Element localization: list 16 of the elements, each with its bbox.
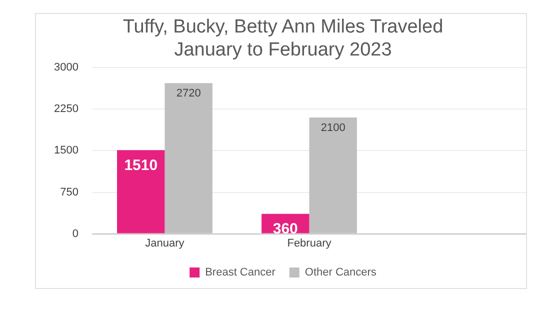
legend-label: Breast Cancer	[205, 266, 276, 279]
x-tick-label: February	[287, 237, 332, 250]
text: January to February 2023	[174, 39, 392, 60]
y-tick-label: 0	[72, 228, 78, 240]
text: Tuffy, Bucky, Betty Ann Miles Traveled	[122, 16, 444, 38]
data-label: 2720	[176, 88, 201, 100]
data-label: 360	[272, 220, 298, 238]
y-tick-label: 2250	[54, 103, 78, 116]
data-label: 1510	[124, 156, 158, 174]
bar	[117, 150, 165, 234]
y-tick-label: 3000	[54, 62, 78, 74]
legend-label: Other Cancers	[304, 266, 377, 279]
y-tick-label: 750	[60, 186, 78, 198]
y-tick-label: 1500	[54, 144, 78, 157]
data-label: 2100	[320, 122, 346, 134]
x-tick-label: January	[145, 237, 185, 250]
